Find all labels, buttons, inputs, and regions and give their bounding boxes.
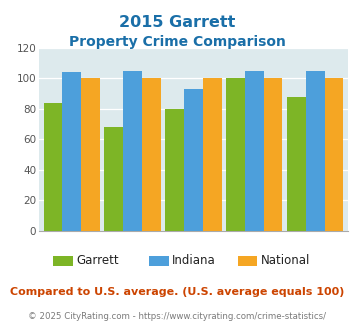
Bar xyxy=(123,71,142,231)
Bar xyxy=(325,79,343,231)
Bar xyxy=(203,79,222,231)
Text: Compared to U.S. average. (U.S. average equals 100): Compared to U.S. average. (U.S. average … xyxy=(10,287,345,297)
Bar xyxy=(62,72,81,231)
Bar xyxy=(165,109,184,231)
Bar xyxy=(104,127,123,231)
Bar xyxy=(264,79,283,231)
Bar xyxy=(306,71,325,231)
Bar xyxy=(142,79,160,231)
Bar xyxy=(44,103,62,231)
Text: Indiana: Indiana xyxy=(172,254,216,267)
Bar xyxy=(81,79,100,231)
Text: Garrett: Garrett xyxy=(76,254,119,267)
Text: National: National xyxy=(261,254,310,267)
Bar xyxy=(184,89,203,231)
Text: Property Crime Comparison: Property Crime Comparison xyxy=(69,35,286,49)
Bar xyxy=(287,97,306,231)
Bar xyxy=(245,71,264,231)
Bar xyxy=(226,79,245,231)
Text: 2015 Garrett: 2015 Garrett xyxy=(119,15,236,30)
Text: © 2025 CityRating.com - https://www.cityrating.com/crime-statistics/: © 2025 CityRating.com - https://www.city… xyxy=(28,312,327,321)
